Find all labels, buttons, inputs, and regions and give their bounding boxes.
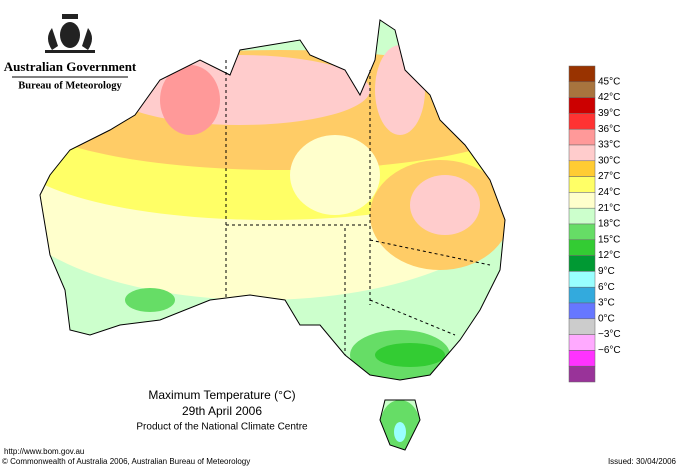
legend-label: 39°C xyxy=(598,108,620,119)
legend-label: 21°C xyxy=(598,203,620,214)
legend-label: 3°C xyxy=(598,298,615,309)
state-borders xyxy=(225,60,491,355)
logo-line2: Bureau of Meteorology xyxy=(18,80,122,91)
legend-swatch xyxy=(568,286,596,304)
caption-date: 29th April 2006 xyxy=(182,404,262,418)
legend-swatch xyxy=(568,176,596,193)
legend-swatch xyxy=(568,81,596,98)
legend-swatch xyxy=(568,160,596,177)
legend-swatch xyxy=(568,113,596,130)
legend-label: −3°C xyxy=(598,329,621,340)
footer-issued: Issued: 30/04/2006 xyxy=(608,457,677,466)
legend-swatch xyxy=(568,271,596,288)
legend-swatch xyxy=(568,65,596,83)
legend-swatch xyxy=(568,144,596,162)
legend-label: 42°C xyxy=(598,92,620,103)
legend-label: 12°C xyxy=(598,250,620,261)
legend-label: 9°C xyxy=(598,266,615,277)
legend-swatch xyxy=(568,255,596,272)
legend-swatch xyxy=(568,365,596,383)
legend-swatch xyxy=(568,223,596,241)
legend-label: 45°C xyxy=(598,76,620,87)
legend-swatch xyxy=(568,302,596,320)
legend-swatch xyxy=(568,97,596,114)
logo-line1: Australian Government xyxy=(4,59,137,74)
legend-label: 15°C xyxy=(598,234,620,245)
legend-swatch xyxy=(568,334,596,351)
legend-swatch xyxy=(568,207,596,225)
legend: 45°C 42°C 39°C 36°C 33°C 30°C 27°C 24°C 21°C 18°C… xyxy=(568,65,621,383)
legend-swatch xyxy=(568,128,596,146)
coastline xyxy=(39,19,506,451)
legend-label: 0°C xyxy=(598,313,615,324)
coat-of-arms xyxy=(45,14,95,53)
legend-label: 27°C xyxy=(598,171,620,182)
legend-label: 30°C xyxy=(598,155,620,166)
legend-label: 33°C xyxy=(598,140,620,151)
caption-product: Product of the National Climate Centre xyxy=(136,422,308,433)
legend-swatch xyxy=(568,239,596,256)
legend-swatch xyxy=(568,318,596,335)
legend-label: 24°C xyxy=(598,187,620,198)
legend-swatch xyxy=(568,350,596,367)
legend-label: 6°C xyxy=(598,282,615,293)
footer-copyright: © Commonwealth of Australia 2006, Austra… xyxy=(2,457,250,466)
legend-label: 18°C xyxy=(598,219,620,230)
caption: Maximum Temperature (°C) 29th April 2006… xyxy=(136,388,308,432)
logo: Australian Government Bureau of Meteorol… xyxy=(4,14,137,91)
legend-label: −6°C xyxy=(598,345,621,356)
legend-label: 36°C xyxy=(598,124,620,135)
caption-title: Maximum Temperature (°C) xyxy=(148,388,295,402)
footer-url: http://www.bom.gov.au xyxy=(4,447,84,456)
legend-swatch xyxy=(568,192,596,209)
